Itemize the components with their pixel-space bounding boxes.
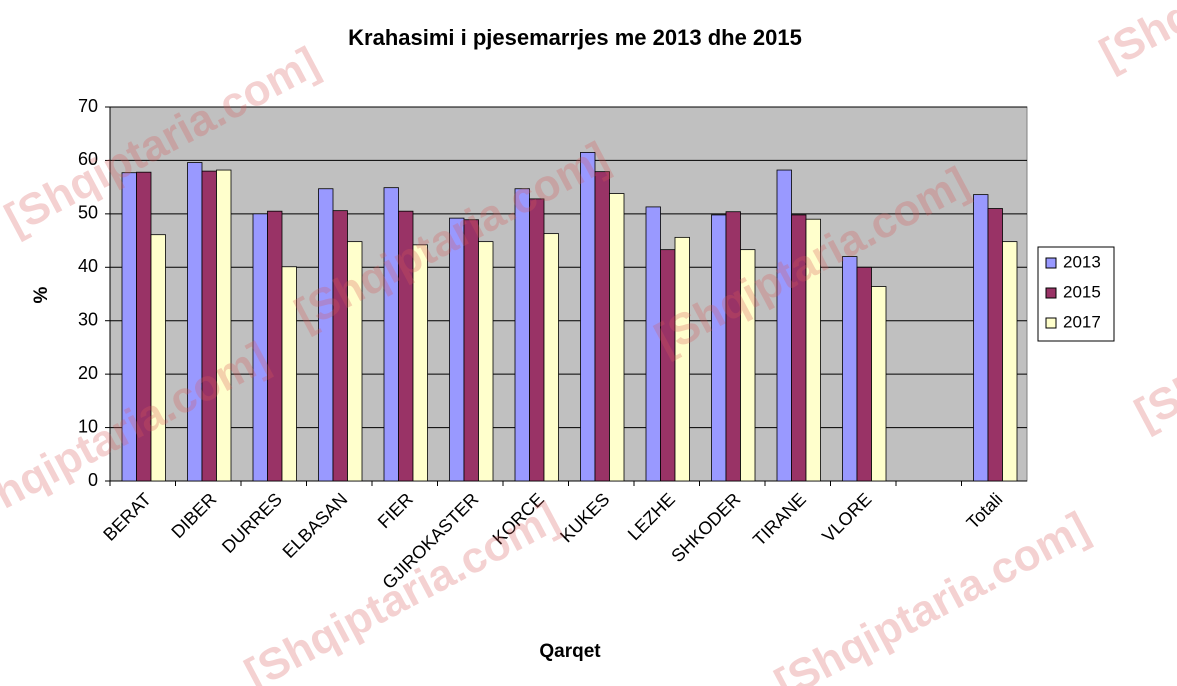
watermark: [Shqiptaria.com]	[1092, 0, 1177, 79]
bar	[1002, 241, 1018, 482]
x-tick-label: TIRANE	[749, 489, 810, 550]
x-tick-label: DURRES	[218, 489, 286, 557]
bar	[216, 169, 232, 482]
x-tick-label: KUKES	[556, 489, 613, 546]
bar	[776, 169, 792, 482]
bar	[478, 241, 494, 482]
legend-label: 2013	[1063, 252, 1101, 271]
bar	[609, 193, 625, 482]
bar	[856, 266, 872, 482]
y-tick-label: 30	[78, 309, 98, 329]
legend-swatch	[1045, 317, 1057, 329]
bar	[645, 206, 661, 482]
y-tick-label: 10	[78, 416, 98, 436]
bar	[987, 208, 1003, 482]
bar	[463, 219, 479, 482]
bar	[514, 188, 530, 482]
bar	[150, 234, 166, 482]
bar	[201, 170, 217, 482]
x-tick-label: BERAT	[99, 489, 155, 545]
bar	[332, 210, 348, 482]
x-tick-label: SHKODER	[667, 489, 744, 566]
bar	[842, 256, 858, 482]
y-tick-label: 60	[78, 149, 98, 169]
bar	[660, 249, 676, 482]
bar	[412, 244, 428, 482]
bar	[725, 211, 741, 482]
watermark: [Shqiptaria.com]	[1127, 233, 1177, 439]
watermark: [Shqiptaria.com]	[237, 493, 567, 686]
bar	[580, 152, 596, 482]
x-tick-label: DIBER	[167, 489, 220, 542]
legend-swatch	[1045, 257, 1057, 269]
bar	[711, 214, 727, 482]
bar	[347, 241, 363, 482]
x-tick-label: FIER	[374, 489, 417, 532]
legend-label: 2017	[1063, 312, 1101, 331]
x-tick-label: VLORE	[818, 489, 875, 546]
y-tick-label: 40	[78, 256, 98, 276]
bar	[281, 266, 297, 482]
legend-swatch	[1045, 287, 1057, 299]
x-tick-label: LEZHE	[624, 489, 679, 544]
bar	[805, 218, 821, 482]
chart-title: Krahasimi i pjesemarrjes me 2013 dhe 201…	[348, 25, 802, 50]
bar	[383, 187, 399, 482]
x-axis-label: Qarqet	[539, 641, 601, 662]
bar	[267, 210, 283, 482]
bar	[543, 233, 559, 482]
bar	[318, 188, 334, 482]
y-tick-label: 0	[88, 470, 98, 490]
bar	[187, 162, 203, 482]
bar	[594, 171, 610, 482]
bar	[529, 198, 545, 482]
bar	[740, 249, 756, 482]
bar	[973, 194, 989, 482]
watermark: [Shqiptaria.com]	[767, 503, 1097, 686]
y-tick-label: 20	[78, 363, 98, 383]
y-tick-label: 70	[78, 96, 98, 116]
bar	[871, 286, 887, 482]
x-tick-label: Totali	[963, 489, 1007, 533]
x-tick-label: ELBASAN	[279, 489, 352, 562]
bar	[674, 236, 690, 482]
y-axis-label: %	[31, 286, 52, 303]
y-tick-label: 50	[78, 203, 98, 223]
legend-label: 2015	[1063, 282, 1101, 301]
